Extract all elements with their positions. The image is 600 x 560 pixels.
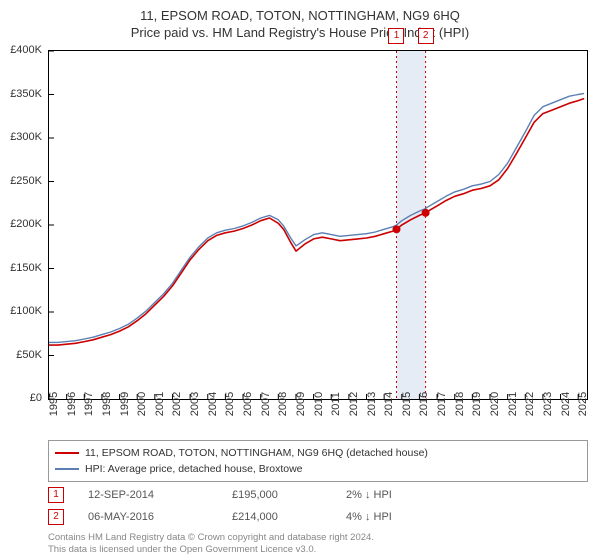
- sale-marker-box: 1: [388, 28, 404, 44]
- sale-price: £195,000: [232, 489, 322, 501]
- x-tick-label: 2019: [471, 392, 483, 416]
- footnote: Contains HM Land Registry data © Crown c…: [48, 532, 374, 556]
- chart-container: 11, EPSOM ROAD, TOTON, NOTTINGHAM, NG9 6…: [0, 0, 600, 560]
- legend-item: 11, EPSOM ROAD, TOTON, NOTTINGHAM, NG9 6…: [55, 445, 581, 461]
- x-tick-label: 2025: [577, 392, 589, 416]
- x-tick-label: 1995: [48, 392, 60, 416]
- y-tick-label: £150K: [10, 262, 42, 274]
- x-tick-label: 2021: [507, 392, 519, 416]
- legend-label: 11, EPSOM ROAD, TOTON, NOTTINGHAM, NG9 6…: [85, 445, 428, 461]
- y-tick-label: £50K: [16, 349, 42, 361]
- y-tick-label: £400K: [10, 44, 42, 56]
- sale-date: 06-MAY-2016: [88, 511, 208, 523]
- x-tick-label: 2001: [154, 392, 166, 416]
- x-tick-label: 2009: [295, 392, 307, 416]
- chart-title: 11, EPSOM ROAD, TOTON, NOTTINGHAM, NG9 6…: [0, 0, 600, 23]
- y-tick-label: £250K: [10, 175, 42, 187]
- legend-label: HPI: Average price, detached house, Brox…: [85, 461, 303, 477]
- y-tick-label: £0: [30, 392, 42, 404]
- x-tick-label: 2005: [224, 392, 236, 416]
- x-tick-label: 1998: [101, 392, 113, 416]
- y-tick-label: £300K: [10, 131, 42, 143]
- x-tick-label: 2011: [330, 392, 342, 416]
- x-tick-label: 2015: [401, 392, 413, 416]
- x-tick-label: 2013: [366, 392, 378, 416]
- chart-area: £0£50K£100K£150K£200K£250K£300K£350K£400…: [48, 50, 588, 400]
- y-tick-label: £200K: [10, 218, 42, 230]
- sale-marker-icon: 1: [48, 487, 64, 503]
- x-tick-label: 2002: [171, 392, 183, 416]
- x-tick-label: 1999: [119, 392, 131, 416]
- x-tick-label: 2008: [277, 392, 289, 416]
- legend-item: HPI: Average price, detached house, Brox…: [55, 461, 581, 477]
- x-tick-label: 1997: [83, 392, 95, 416]
- y-tick-label: £100K: [10, 305, 42, 317]
- x-tick-label: 2016: [418, 392, 430, 416]
- y-tick-label: £350K: [10, 88, 42, 100]
- sale-marker-icon: 2: [48, 509, 64, 525]
- footnote-line: Contains HM Land Registry data © Crown c…: [48, 532, 374, 544]
- x-tick-label: 2020: [489, 392, 501, 416]
- x-tick-label: 2017: [436, 392, 448, 416]
- sale-delta: 2% ↓ HPI: [346, 489, 446, 501]
- x-tick-label: 2012: [348, 392, 360, 416]
- x-tick-label: 2010: [313, 392, 325, 416]
- x-tick-label: 2018: [454, 392, 466, 416]
- x-tick-label: 2000: [136, 392, 148, 416]
- x-tick-label: 2006: [242, 392, 254, 416]
- x-tick-label: 2023: [542, 392, 554, 416]
- sale-marker-box: 2: [418, 28, 434, 44]
- x-tick-label: 2004: [207, 392, 219, 416]
- x-tick-label: 1996: [66, 392, 78, 416]
- x-tick-label: 2022: [524, 392, 536, 416]
- x-tick-label: 2003: [189, 392, 201, 416]
- x-tick-label: 2014: [383, 392, 395, 416]
- plot-svg: [49, 51, 587, 399]
- sale-delta: 4% ↓ HPI: [346, 511, 446, 523]
- sale-row: 2 06-MAY-2016 £214,000 4% ↓ HPI: [48, 506, 588, 528]
- sale-row: 1 12-SEP-2014 £195,000 2% ↓ HPI: [48, 484, 588, 506]
- x-tick-label: 2024: [560, 392, 572, 416]
- footnote-line: This data is licensed under the Open Gov…: [48, 544, 374, 556]
- sale-date: 12-SEP-2014: [88, 489, 208, 501]
- sales-table: 1 12-SEP-2014 £195,000 2% ↓ HPI 2 06-MAY…: [48, 484, 588, 528]
- legend-swatch: [55, 468, 79, 470]
- sale-price: £214,000: [232, 511, 322, 523]
- chart-subtitle: Price paid vs. HM Land Registry's House …: [0, 23, 600, 46]
- legend-swatch: [55, 452, 79, 454]
- legend: 11, EPSOM ROAD, TOTON, NOTTINGHAM, NG9 6…: [48, 440, 588, 482]
- plot-region: [48, 50, 588, 400]
- x-tick-label: 2007: [260, 392, 272, 416]
